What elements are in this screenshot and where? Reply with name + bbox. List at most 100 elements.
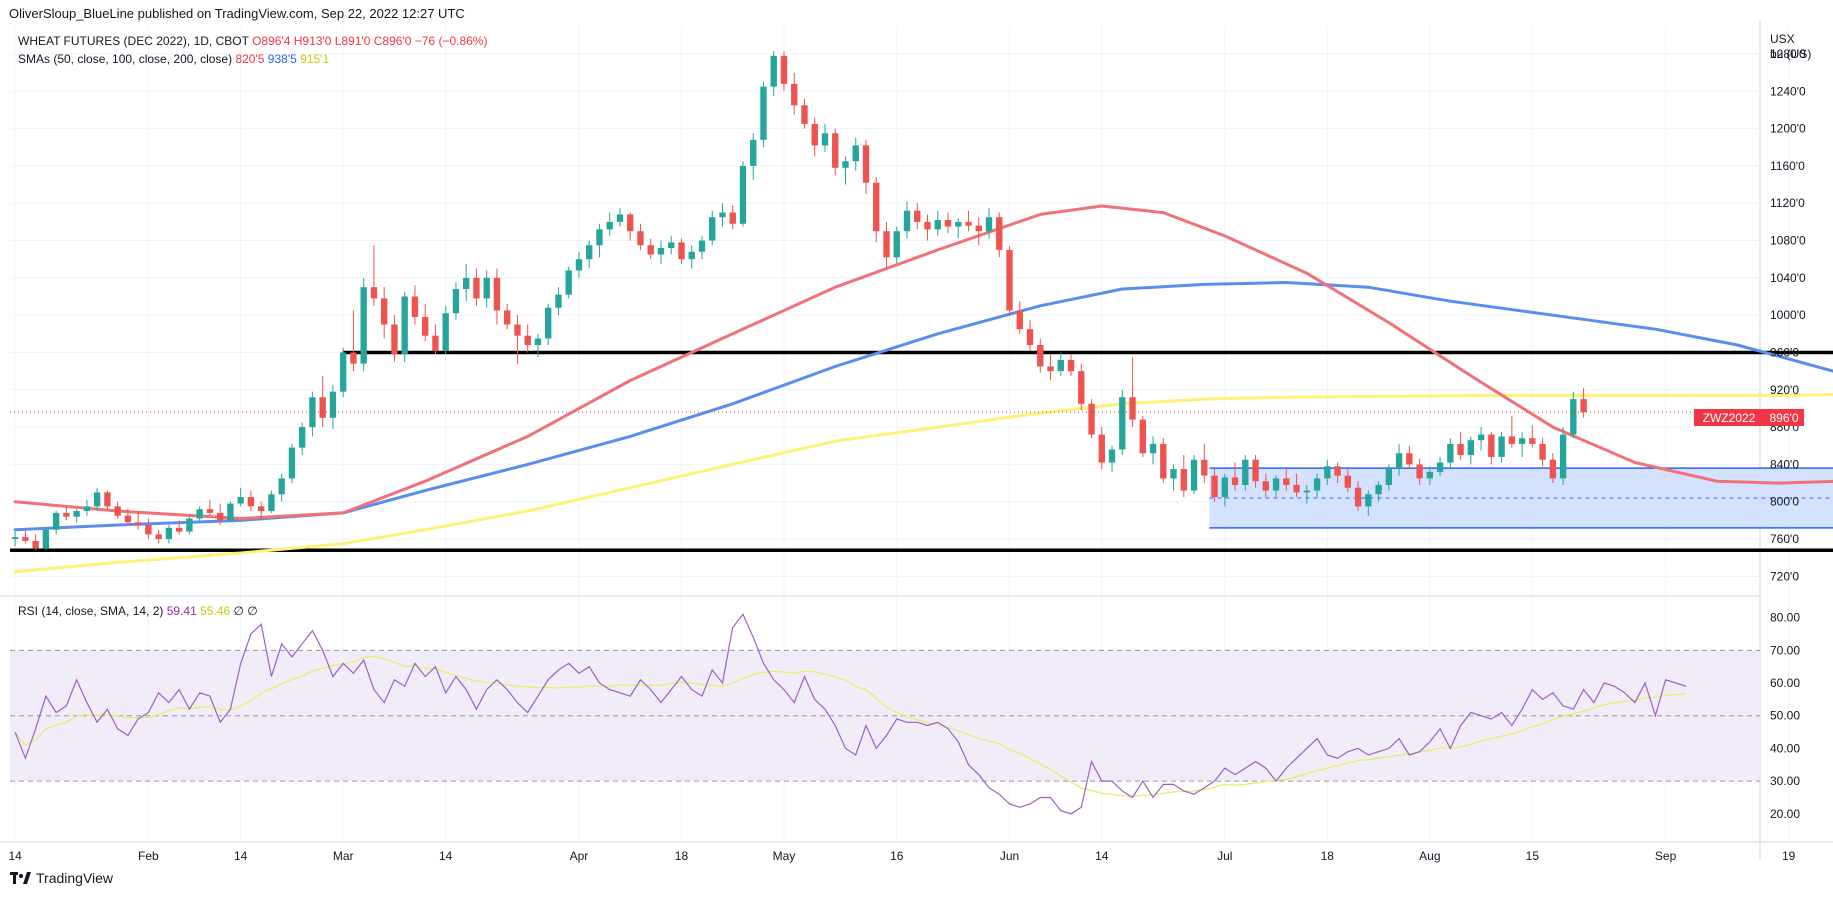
candle-body	[1416, 464, 1423, 479]
candle-body	[1160, 443, 1167, 479]
candle-body	[237, 497, 244, 504]
time-tick-label: Feb	[138, 849, 159, 863]
candle-body	[534, 338, 542, 346]
candle-body	[463, 277, 470, 290]
time-tick-label: Sep	[1655, 849, 1677, 863]
candle-body	[401, 296, 408, 355]
candle-body	[1026, 329, 1034, 346]
price-tick-label: 1280'0	[1770, 47, 1806, 61]
candle-body	[216, 512, 224, 521]
price-tag-value: 896'0	[1770, 411, 1799, 425]
candle-body	[1406, 453, 1413, 465]
candle-body	[42, 529, 50, 549]
candle-body	[985, 217, 993, 232]
candle-body	[1395, 453, 1403, 470]
candle-body	[145, 525, 152, 535]
candle-body	[411, 296, 419, 318]
candle-body	[63, 512, 70, 517]
candle-body	[575, 259, 583, 271]
candle-body	[637, 231, 644, 246]
candle-body	[821, 133, 829, 146]
rsi-axis[interactable]: 80.00 70.00 60.00 50.00 40.00 30.00 20.00	[1770, 611, 1800, 821]
ohlc-close: C896'0	[373, 34, 412, 48]
ohlc-high: H913'0	[293, 34, 332, 48]
candle-body	[1221, 477, 1228, 498]
rsi-lines	[14, 613, 1687, 815]
price-tick-label: 1200'0	[1770, 122, 1806, 136]
candle-body	[811, 123, 818, 146]
candle-body	[555, 294, 562, 308]
rsi-label[interactable]: RSI (14, close, SMA, 14, 2)	[18, 604, 164, 618]
candle-body	[1385, 469, 1393, 485]
ohlc-low: L891'0	[334, 34, 371, 48]
price-tick-label: 800'0	[1770, 495, 1799, 509]
rsi-tick-label: 20.00	[1770, 807, 1800, 821]
candle-body	[1047, 366, 1054, 372]
candle-body	[883, 231, 890, 258]
candle-body	[1570, 399, 1577, 435]
candle-body	[1313, 478, 1321, 491]
candle-body	[114, 506, 121, 516]
legend-rsi: RSI (14, close, SMA, 14, 2) 59.41 55.46 …	[18, 604, 258, 618]
candle-body	[1067, 359, 1075, 372]
candle-body	[1231, 477, 1239, 485]
price-tag-symbol-bg	[1694, 409, 1764, 426]
candle-body	[1139, 419, 1146, 454]
candle-body	[678, 242, 685, 260]
candle-body	[524, 335, 531, 346]
footer-brand[interactable]: TradingView	[10, 870, 113, 886]
candle-body	[319, 397, 326, 418]
candle-body	[873, 182, 880, 232]
candle-body	[442, 313, 449, 351]
candle-body	[1426, 471, 1434, 479]
tradingview-logo-icon	[10, 872, 31, 884]
candle-body	[780, 55, 788, 84]
price-tag-symbol: ZWZ2022	[1703, 411, 1756, 425]
rsi-tick-label: 50.00	[1770, 709, 1800, 723]
candle-body	[688, 251, 695, 260]
candle-body	[729, 212, 736, 224]
candle-body	[965, 221, 972, 226]
candle-body	[1006, 249, 1013, 311]
rsi-tick-label: 80.00	[1770, 611, 1800, 625]
candle-body	[1262, 481, 1269, 491]
candle-body	[698, 240, 706, 252]
candle-body	[381, 298, 388, 325]
candle-body	[1559, 434, 1567, 479]
candle-body	[1242, 459, 1249, 485]
candle-body	[1272, 478, 1280, 491]
candle-body	[1344, 475, 1351, 488]
candle-body	[606, 221, 613, 230]
candle-body	[1529, 438, 1536, 444]
price-tick-label: 840'0	[1770, 457, 1799, 471]
sma50-line	[13, 204, 1833, 520]
candle-body	[934, 220, 941, 230]
rsi-tick-label: 30.00	[1770, 774, 1800, 788]
candle-body	[288, 447, 296, 479]
time-axis[interactable]: 14 Feb 14 Mar 14 Apr 18 May 16 Jun 14 Jul 18 Aug 15 Sep…	[8, 849, 1833, 863]
candle-body	[1108, 449, 1116, 463]
candle-body	[93, 492, 101, 507]
candle-body	[1549, 459, 1557, 479]
rsi-line	[14, 613, 1687, 815]
time-tick-label: 15	[1526, 849, 1540, 863]
ohlc-change: −76 (−0.86%)	[414, 34, 488, 48]
candle-body	[1324, 466, 1331, 479]
candle-body	[616, 214, 624, 222]
candle-body	[996, 217, 1003, 250]
rsi-tick-label: 70.00	[1770, 643, 1800, 657]
time-tick-label: May	[773, 849, 796, 863]
symbol-title[interactable]: WHEAT FUTURES (DEC 2022), 1D, CBOT	[18, 34, 249, 48]
candle-body	[1477, 434, 1485, 441]
candle-body	[791, 83, 798, 106]
sma100-value: 938'5	[267, 52, 297, 66]
ohlc-open: O896'4	[252, 34, 291, 48]
candles	[11, 51, 1587, 551]
sma-label[interactable]: SMAs (50, close, 100, close, 200, close)	[18, 52, 233, 66]
candle-body	[770, 55, 777, 87]
candle-body	[1580, 399, 1587, 413]
candle-body	[1447, 443, 1454, 463]
candle-body	[247, 497, 255, 507]
price-axis[interactable]: 1280'0 1240'0 1200'0 1160'0 1120'0 1080'0 1040…	[1770, 47, 1806, 583]
